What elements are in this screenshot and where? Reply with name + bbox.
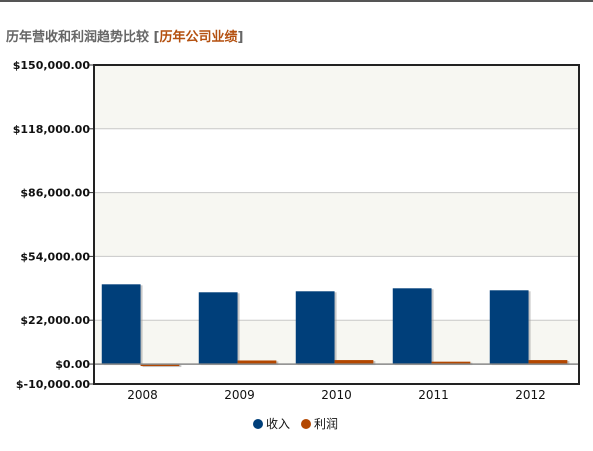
legend-label: 利润 (314, 417, 338, 431)
company-performance-link[interactable]: 历年公司业绩 (159, 30, 238, 45)
bar-profit-2009[interactable] (237, 360, 277, 365)
y-tick-label: $118,000.00 (13, 123, 91, 136)
y-tick-label: $54,000.00 (20, 250, 90, 263)
plot-frame (93, 64, 580, 385)
x-tick-label: 2010 (321, 388, 352, 402)
y-tick-label: $86,000.00 (20, 187, 90, 200)
bar-profit-2008[interactable] (140, 364, 180, 367)
top-rule (0, 0, 593, 2)
x-axis-labels: 2008 2009 2010 2011 2012 (127, 388, 546, 402)
plot-band (94, 65, 579, 129)
legend-marker (253, 419, 263, 429)
x-tick-label: 2009 (224, 388, 255, 402)
plot-bands (94, 65, 579, 384)
legend-item-profit[interactable]: 利润 (301, 417, 338, 431)
y-tick-label: $150,000.00 (13, 59, 91, 72)
bar-revenue-2012[interactable] (489, 290, 529, 365)
bracket-close: ] (237, 30, 244, 45)
y-tick-label: $22,000.00 (20, 314, 90, 327)
bar-revenue-2008[interactable] (101, 284, 141, 365)
legend-marker (301, 419, 311, 429)
bar-revenue-2011[interactable] (392, 288, 432, 365)
section-heading: 历年营收和利润趋势比较 [历年公司业绩] (6, 26, 243, 45)
x-tick-label: 2008 (127, 388, 158, 402)
bracket-open: [ (153, 30, 160, 45)
bars (101, 284, 570, 368)
x-tick-label: 2011 (418, 388, 449, 402)
plot-band (94, 192, 579, 257)
y-tick-label: $0.00 (55, 358, 90, 371)
x-tick-label: 2012 (515, 388, 546, 402)
bar-profit-2010[interactable] (334, 360, 374, 365)
legend[interactable]: 收入 利润 (253, 417, 338, 431)
bar-revenue-2009[interactable] (198, 292, 238, 365)
y-axis-ticks: $-10,000.00 $0.00 $22,000.00 $54,000.00 $86,… (13, 59, 94, 391)
plot-band (94, 128, 579, 193)
plot-band (94, 364, 579, 384)
bar-revenue-2010[interactable] (295, 291, 335, 365)
legend-item-revenue[interactable]: 收入 (253, 417, 290, 431)
section-title: 历年营收和利润趋势比较 (6, 30, 150, 45)
legend-label: 收入 (266, 417, 290, 431)
bar-profit-2011[interactable] (431, 361, 471, 365)
y-tick-label: $-10,000.00 (16, 378, 90, 391)
bar-profit-2012[interactable] (528, 360, 568, 365)
